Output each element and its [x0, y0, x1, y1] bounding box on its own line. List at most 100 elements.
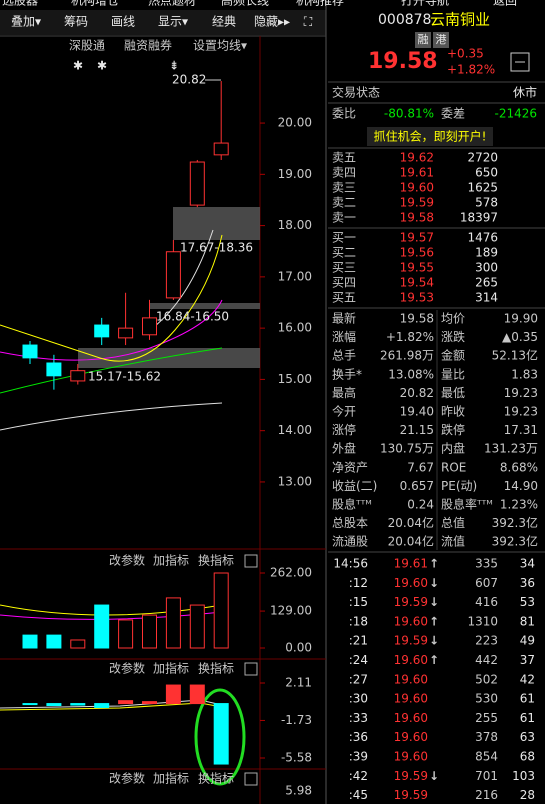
- tick-volume: 442: [475, 653, 498, 667]
- panel-button[interactable]: 换指标: [198, 661, 234, 676]
- stat-value: 0.657: [400, 479, 434, 493]
- y-tick-label: 129.00: [270, 604, 312, 618]
- book-volume: 265: [475, 276, 498, 290]
- tick-count: 49: [520, 634, 535, 648]
- tick-count: 61: [520, 711, 535, 725]
- tool-button[interactable]: 画线: [111, 15, 135, 29]
- y-tick-label: 17.00: [278, 269, 312, 283]
- tab[interactable]: 深股通: [69, 39, 105, 53]
- tool-button[interactable]: 经典: [212, 15, 236, 29]
- menu-item[interactable]: 机构推荐: [296, 0, 344, 8]
- tick-count: 68: [520, 750, 535, 764]
- panel-button[interactable]: 加指标: [153, 771, 189, 786]
- panel-button[interactable]: 换指标: [198, 771, 234, 786]
- stat-label: 最高: [332, 385, 356, 400]
- book-volume: 300: [475, 261, 498, 275]
- tick-volume: 530: [475, 692, 498, 706]
- stat-value: 392.3亿: [492, 534, 538, 549]
- volume-bar: [22, 634, 38, 649]
- stat-value: 17.31: [504, 423, 538, 437]
- candle-body: [70, 370, 86, 382]
- book-price: 19.56: [400, 246, 434, 260]
- ma-line: [0, 702, 223, 711]
- tick-arrow: ↓: [429, 595, 439, 609]
- close-button[interactable]: [244, 772, 258, 786]
- tick-time: :33: [349, 711, 368, 725]
- tab[interactable]: 融资融券: [124, 38, 172, 53]
- panel-button[interactable]: 改参数: [109, 771, 145, 786]
- book-price: 19.58: [400, 211, 434, 225]
- book-volume: 650: [475, 166, 498, 180]
- y-tick-label: 0.00: [285, 641, 312, 655]
- panel-button[interactable]: 改参数: [109, 553, 145, 568]
- ma-line: [0, 402, 223, 431]
- menu-item[interactable]: 返回: [493, 0, 517, 8]
- book-volume: 18397: [460, 211, 498, 225]
- macd-bar: [46, 703, 62, 707]
- event-mark: ⇟: [169, 59, 179, 73]
- macd-bar: [70, 703, 86, 706]
- tick-count: 61: [520, 692, 535, 706]
- panel-button[interactable]: 加指标: [153, 553, 189, 568]
- collapse-button[interactable]: [510, 52, 530, 72]
- volume-bar: [94, 604, 110, 649]
- book-volume: 578: [475, 196, 498, 210]
- panel-button[interactable]: 加指标: [153, 661, 189, 676]
- stat-value: ▲0.35: [502, 330, 538, 344]
- volume-bar: [46, 634, 62, 649]
- menu-item[interactable]: 热点题材: [148, 0, 196, 8]
- badge: 融: [418, 33, 429, 46]
- tool-button[interactable]: 显示▾: [158, 15, 188, 29]
- tool-button[interactable]: 隐藏▸▸: [254, 15, 290, 29]
- stat-value: 20.04亿: [388, 534, 434, 549]
- menu-item[interactable]: 选股器: [2, 0, 38, 8]
- change-pct: +1.82%: [447, 63, 495, 77]
- stat-label: 最新: [332, 311, 356, 326]
- volume-bar: [142, 614, 157, 649]
- volume-bar: [165, 597, 181, 649]
- book-label: 卖四: [332, 166, 356, 180]
- tick-price: 19.59: [394, 769, 428, 783]
- ma-line: [0, 347, 223, 394]
- close-button[interactable]: [244, 554, 258, 568]
- tab[interactable]: 设置均线▾: [193, 39, 247, 53]
- panel-button[interactable]: 换指标: [198, 553, 234, 568]
- tool-button[interactable]: 叠加▾: [11, 15, 41, 29]
- candle-body: [142, 317, 157, 336]
- menu-item[interactable]: 打开导航: [401, 0, 449, 8]
- book-volume: 189: [475, 246, 498, 260]
- tick-volume: 607: [475, 576, 498, 590]
- stat-label: 总股本: [332, 516, 368, 530]
- tick-price: 19.59: [394, 595, 428, 609]
- ma-line: [149, 229, 214, 331]
- y-tick-label: 18.00: [278, 218, 312, 232]
- tick-time: :24: [349, 653, 368, 667]
- book-label: 卖三: [332, 181, 356, 195]
- stat-value: 52.13亿: [492, 348, 538, 363]
- tick-count: 42: [520, 672, 535, 686]
- close-button[interactable]: [244, 662, 258, 676]
- tick-price: 19.60: [394, 653, 428, 667]
- candle-body: [189, 161, 205, 206]
- book-volume: 2720: [467, 151, 498, 165]
- tool-button[interactable]: ⛶: [303, 15, 313, 29]
- status: 休市: [513, 85, 537, 100]
- menu-item[interactable]: 机构增仓: [71, 0, 119, 8]
- menu-item[interactable]: 高频长线: [221, 0, 269, 8]
- candle-body: [46, 362, 62, 377]
- tick-volume: 854: [475, 750, 498, 764]
- tick-time: :39: [349, 750, 368, 764]
- tool-button[interactable]: 筹码: [64, 15, 88, 29]
- tick-volume: 502: [475, 672, 498, 686]
- tick-time: :30: [349, 692, 368, 706]
- stat-value: 19.90: [504, 312, 538, 326]
- tick-arrow: ↑: [429, 557, 439, 571]
- stat-value: 19.23: [504, 405, 538, 419]
- stat-value: 0.24: [407, 498, 434, 512]
- banner[interactable]: 抓住机会，即刻开户!: [374, 129, 487, 144]
- macd-bar: [94, 703, 110, 708]
- tick-time: :21: [349, 634, 368, 648]
- tick-time: :36: [349, 730, 368, 744]
- panel-button[interactable]: 改参数: [109, 661, 145, 676]
